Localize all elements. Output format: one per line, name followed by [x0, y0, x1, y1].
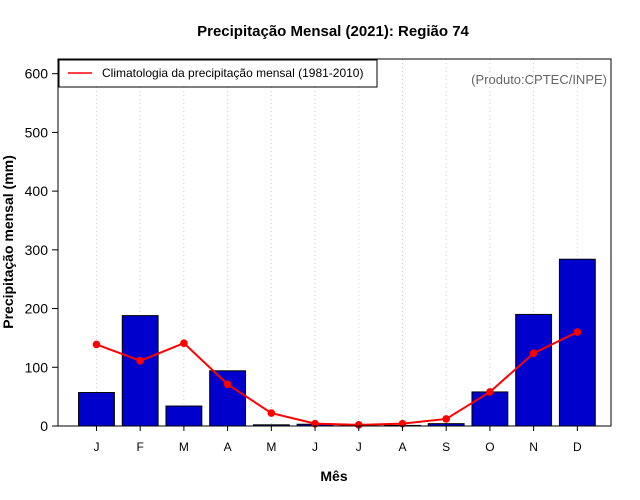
plot-frame — [57, 58, 612, 427]
bar — [515, 313, 553, 427]
legend-box — [58, 59, 378, 88]
x-tick-label: J — [93, 440, 99, 454]
climatology-line — [96, 331, 578, 426]
bar — [471, 391, 509, 427]
x-tick-label: N — [529, 440, 538, 454]
y-tick-label: 0 — [40, 418, 48, 434]
credit-note: (Produto:CPTEC/INPE) — [471, 72, 607, 87]
y-tick-label: 500 — [25, 124, 49, 140]
y-tick-label: 400 — [25, 183, 49, 199]
bar — [165, 405, 203, 427]
bars-layer — [78, 258, 596, 427]
y-tick-label: 100 — [25, 359, 49, 375]
bar — [209, 370, 247, 427]
chart-title: Precipitação Mensal (2021): Região 74 — [197, 23, 469, 40]
line-layer — [92, 328, 582, 429]
climatology-point — [180, 339, 188, 348]
legend-label: Climatologia da precipitação mensal (198… — [102, 66, 363, 80]
x-tick-label: M — [266, 440, 276, 454]
climatology-point — [573, 328, 582, 336]
x-tick-label: J — [356, 440, 362, 454]
x-tick-label: F — [137, 440, 144, 454]
y-axis: 0 100 200 300 400 500 600 — [25, 66, 58, 434]
legend: Climatologia da precipitação mensal (198… — [58, 59, 378, 88]
y-tick-label: 300 — [25, 242, 49, 258]
x-tick-label: A — [224, 440, 232, 454]
climatology-point — [136, 357, 144, 365]
x-tick-label: D — [573, 440, 582, 454]
x-tick-label: S — [442, 440, 450, 454]
x-tick-label: M — [179, 440, 189, 454]
bar — [121, 315, 159, 427]
x-tick-label: A — [398, 440, 406, 454]
x-tick-label: O — [485, 440, 494, 454]
climatology-point — [223, 380, 232, 389]
y-tick-label: 600 — [25, 66, 49, 82]
climatology-point — [354, 421, 363, 429]
climatology-point — [529, 349, 538, 357]
y-axis-title: Precipitação mensal (mm) — [0, 155, 16, 329]
bar — [78, 392, 115, 427]
x-axis-title: Mês — [320, 468, 347, 484]
climatology-point — [92, 340, 101, 349]
climatology-point — [267, 409, 276, 417]
climatology-point — [442, 415, 450, 423]
y-tick-label: 200 — [25, 301, 49, 317]
climatology-point — [486, 388, 494, 396]
x-tick-label: J — [312, 440, 318, 454]
bar — [558, 258, 596, 427]
grid-layer — [95, 59, 578, 426]
